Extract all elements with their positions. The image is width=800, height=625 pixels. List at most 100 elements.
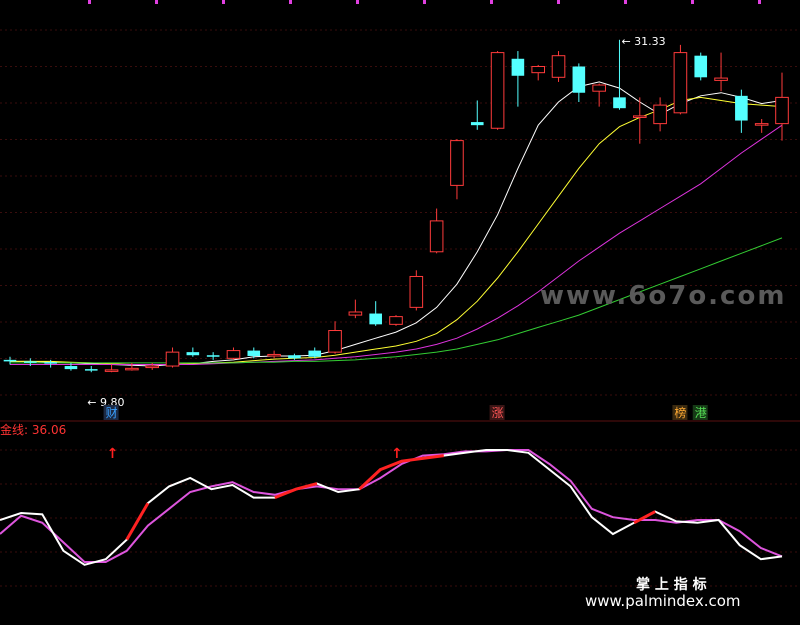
footer-title: 掌 上 指 标 xyxy=(636,576,707,593)
candle xyxy=(551,51,566,82)
grid xyxy=(0,0,800,587)
event-marker-text: 港 xyxy=(695,406,707,420)
candle xyxy=(694,52,708,81)
top-tick xyxy=(155,0,158,4)
candle-body xyxy=(165,351,180,367)
candle-body xyxy=(288,355,301,359)
candle-body xyxy=(267,353,281,357)
indicator-panel: ↑ ↑ xyxy=(0,446,783,566)
candle xyxy=(206,352,220,360)
candle-body xyxy=(450,140,464,186)
event-marker: 财 xyxy=(103,405,119,420)
candle-body xyxy=(3,359,17,362)
candle xyxy=(64,362,78,371)
candle-body xyxy=(673,52,688,114)
candle xyxy=(754,118,769,133)
candle xyxy=(673,44,688,115)
high-label: ← 31.33 xyxy=(621,35,665,48)
candle-body xyxy=(369,313,382,325)
candle xyxy=(165,347,180,368)
candle xyxy=(84,366,98,373)
top-tick xyxy=(691,0,694,4)
event-marker-box xyxy=(489,405,505,420)
event-marker-box xyxy=(692,405,708,420)
candle-body xyxy=(714,77,728,81)
candle xyxy=(531,64,546,81)
candle-body xyxy=(754,123,769,126)
candle xyxy=(369,301,382,326)
footer-url: www.palmindex.com xyxy=(585,592,741,610)
top-tick xyxy=(222,0,225,4)
candle-body xyxy=(735,95,748,121)
candle xyxy=(348,299,363,319)
candle-body xyxy=(206,355,220,357)
event-marker: 港 xyxy=(692,405,708,420)
candle-body xyxy=(551,55,566,78)
top-tick xyxy=(557,0,560,4)
candle-body xyxy=(653,104,667,125)
candle-body xyxy=(84,369,98,371)
candle-body xyxy=(44,362,57,364)
candle-body xyxy=(186,352,200,356)
candle xyxy=(186,347,200,357)
candle-body xyxy=(64,366,78,370)
candle-body xyxy=(429,220,444,253)
event-marker-text: 涨 xyxy=(492,405,504,420)
event-marker-text: 财 xyxy=(106,406,118,420)
indicator-title: 金线: 36.06 xyxy=(0,422,66,437)
top-tick xyxy=(88,0,91,4)
candle-body xyxy=(389,316,403,325)
candle xyxy=(104,364,119,373)
signal-arrow: ↑ xyxy=(107,446,119,462)
moving-average-line xyxy=(10,237,783,364)
candle-body xyxy=(613,97,626,109)
candle-body xyxy=(247,350,261,356)
signal-arrow: ↑ xyxy=(391,446,403,462)
candle xyxy=(632,97,647,144)
candle xyxy=(714,52,728,92)
candle xyxy=(470,100,484,130)
candle xyxy=(3,356,17,365)
candle-body xyxy=(104,369,119,372)
event-marker-box xyxy=(672,405,688,420)
candle xyxy=(450,139,464,200)
event-marker-box xyxy=(103,405,119,420)
event-marker-text: 榜 xyxy=(674,405,686,420)
candle-body xyxy=(632,115,647,118)
indicator-highlight xyxy=(274,482,318,499)
candle xyxy=(572,63,586,103)
candle-body xyxy=(24,361,37,363)
candle-body xyxy=(409,275,424,308)
candle xyxy=(226,347,241,360)
candle-body xyxy=(775,96,789,125)
candle xyxy=(267,350,281,359)
candle xyxy=(288,353,301,360)
candle xyxy=(490,51,505,130)
event-marker: 涨 xyxy=(489,405,505,420)
candle xyxy=(145,362,160,370)
indicator-highlight xyxy=(125,502,150,541)
top-tick xyxy=(423,0,426,4)
candle-body xyxy=(348,311,363,316)
candle-body xyxy=(490,52,505,129)
candle xyxy=(592,83,606,107)
candle xyxy=(247,347,261,359)
indicator-highlight xyxy=(358,454,444,491)
candle xyxy=(308,347,322,359)
candle-body xyxy=(470,122,484,126)
candle-body xyxy=(145,365,160,369)
candle-body xyxy=(328,330,342,353)
event-marker: 榜 xyxy=(672,405,688,420)
candle-body xyxy=(531,65,546,74)
candle xyxy=(613,39,626,110)
top-tick xyxy=(624,0,627,4)
candle xyxy=(511,51,525,107)
candle xyxy=(653,97,667,132)
candle xyxy=(775,72,789,141)
top-tick xyxy=(356,0,359,4)
candle-body xyxy=(125,367,139,371)
candle-body xyxy=(694,55,708,78)
top-tick xyxy=(289,0,292,4)
price-panel: ← 31.33← 9.80财涨榜港 xyxy=(3,35,789,420)
